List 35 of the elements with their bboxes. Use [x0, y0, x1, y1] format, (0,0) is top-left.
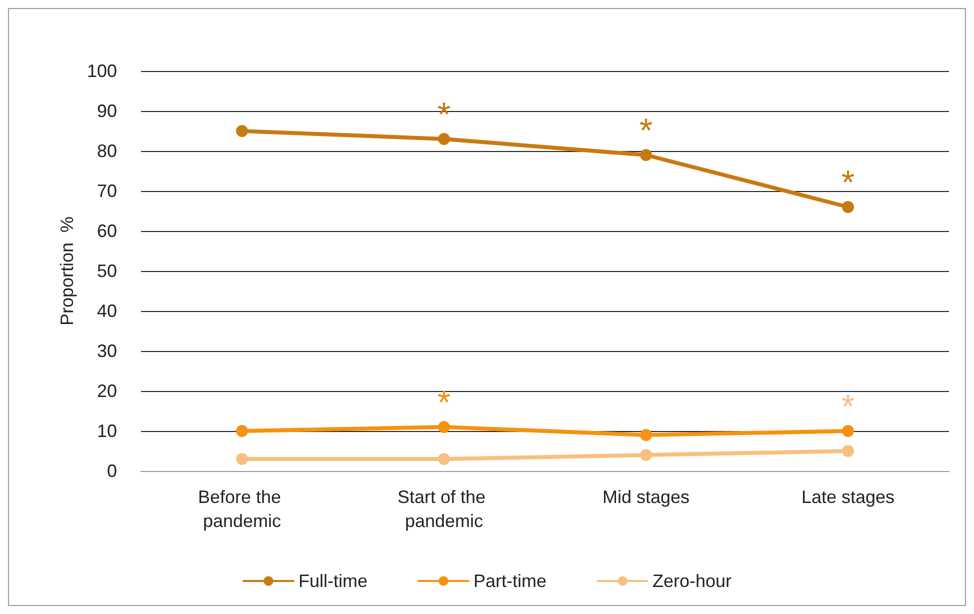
x-tick-label: Late stages [801, 487, 895, 507]
x-tick-label: Start of the pandemic [397, 487, 491, 531]
point [438, 421, 450, 433]
y-tick-label: 90 [96, 101, 117, 121]
point [842, 201, 854, 213]
y-tick-label: 30 [96, 341, 117, 361]
annotation: * [639, 112, 653, 150]
point [236, 425, 248, 437]
point [640, 429, 652, 441]
annotation: * [841, 164, 855, 202]
point [438, 133, 450, 145]
y-axis-title: Proportion % [57, 216, 78, 326]
point [236, 125, 248, 137]
y-tick-label: 20 [96, 381, 117, 401]
point [842, 425, 854, 437]
legend-label: Part-time [473, 571, 546, 591]
y-tick-label: 0 [106, 461, 117, 481]
annotation: * [841, 388, 855, 426]
y-tick-label: 10 [96, 421, 117, 441]
point [842, 445, 854, 457]
legend-label: Zero-hour [652, 571, 732, 591]
point [236, 453, 248, 465]
y-tick-label: 40 [96, 301, 117, 321]
point [640, 449, 652, 461]
point [640, 149, 652, 161]
point [438, 453, 450, 465]
y-tick-label: 60 [96, 221, 117, 241]
annotation: * [437, 384, 451, 422]
y-tick-label: 100 [86, 61, 117, 81]
y-tick-label: 50 [96, 261, 117, 281]
x-tick-label: Before the pandemic [198, 487, 286, 531]
x-tick-label: Mid stages [602, 487, 690, 507]
legend-label: Full-time [298, 571, 368, 591]
y-tick-label: 80 [96, 141, 117, 161]
y-tick-label: 70 [96, 181, 117, 201]
